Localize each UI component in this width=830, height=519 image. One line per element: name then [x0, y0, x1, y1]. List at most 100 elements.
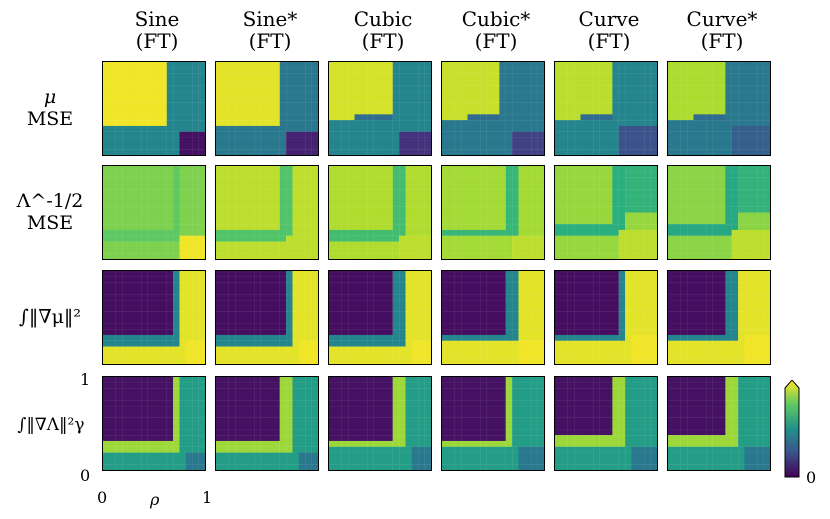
heatmap-pixel	[537, 206, 544, 213]
heatmap-pixel	[103, 435, 110, 442]
heatmap-pixel	[235, 149, 242, 155]
heatmap-svg-r1-c5	[668, 166, 770, 259]
heatmap-pixel	[222, 67, 229, 74]
heatmap-pixel	[606, 171, 613, 178]
heatmap-pixel	[706, 224, 713, 231]
heatmap-pixel	[216, 149, 223, 155]
heatmap-pixel	[228, 377, 236, 383]
heatmap-pixel	[763, 79, 770, 86]
heatmap-pixel	[399, 352, 406, 359]
heatmap-pixel	[260, 218, 268, 225]
heatmap-pixel	[103, 183, 110, 190]
heatmap-pixel	[680, 189, 688, 196]
heatmap-pixel	[305, 229, 312, 236]
heatmap-pixel	[380, 206, 387, 213]
heatmap-pixel	[216, 435, 223, 442]
heatmap-pixel	[567, 358, 575, 364]
heatmap-pixel	[160, 288, 167, 295]
heatmap-pixel	[247, 149, 255, 155]
heatmap-svg-r2-c3	[442, 271, 544, 364]
heatmap-pixel	[360, 73, 368, 80]
heatmap-pixel	[763, 108, 770, 115]
heatmap-pixel	[341, 271, 349, 277]
heatmap-pixel	[141, 394, 148, 401]
heatmap-pixel	[567, 323, 575, 330]
heatmap-pixel	[537, 229, 544, 236]
heatmap-pixel	[305, 358, 312, 364]
heatmap-pixel	[222, 440, 229, 447]
heatmap-pixel	[567, 329, 575, 336]
heatmap-pixel	[531, 271, 538, 277]
heatmap-pixel	[286, 276, 293, 283]
heatmap-pixel	[473, 300, 481, 306]
heatmap-pixel	[109, 440, 116, 447]
heatmap-pixel	[442, 247, 449, 254]
heatmap-pixel	[499, 67, 506, 74]
heatmap-pixel	[486, 143, 494, 150]
heatmap-pixel	[305, 323, 312, 330]
heatmap-pixel	[166, 229, 174, 236]
heatmap-pixel	[141, 189, 148, 196]
heatmap-pixel	[618, 323, 626, 330]
heatmap-pixel	[115, 317, 123, 324]
heatmap-pixel	[115, 358, 123, 364]
heatmap-pixel	[216, 300, 223, 306]
heatmap-pixel	[405, 85, 413, 92]
heatmap-pixel	[173, 271, 180, 277]
heatmap-pixel	[599, 300, 607, 306]
heatmap-pixel	[329, 329, 336, 336]
heatmap-pixel	[644, 149, 651, 155]
col-title-5-sub: (FT)	[700, 29, 744, 53]
heatmap-pixel	[763, 91, 770, 97]
heatmap-pixel	[738, 218, 745, 225]
heatmap-pixel	[154, 276, 161, 283]
heatmap-pixel	[531, 143, 538, 150]
heatmap-pixel	[757, 183, 764, 190]
heatmap-pixel	[311, 108, 318, 115]
heatmap-pixel	[260, 183, 268, 190]
heatmap-pixel	[311, 96, 318, 103]
heatmap-pixel	[631, 67, 639, 74]
heatmap-pixel	[179, 400, 187, 407]
heatmap-pixel	[693, 346, 701, 353]
heatmap-pixel	[512, 85, 519, 92]
heatmap-pixel	[537, 276, 544, 283]
heatmap-pixel	[467, 131, 475, 138]
heatmap-pixel	[512, 137, 519, 144]
heatmap-pixel	[668, 271, 675, 277]
heatmap-pixel	[461, 253, 468, 259]
heatmap-pixel	[706, 317, 713, 324]
heatmap-pixel	[329, 120, 336, 127]
heatmap-pixel	[292, 218, 300, 225]
heatmap-pixel	[531, 114, 538, 121]
heatmap-pixel	[128, 195, 136, 201]
heatmap-pixel	[216, 85, 223, 92]
heatmap-pixel	[599, 241, 607, 248]
heatmap-pixel	[260, 334, 268, 341]
heatmap-pixel	[179, 452, 187, 459]
heatmap-pixel	[405, 294, 413, 301]
heatmap-pixel	[103, 195, 110, 201]
heatmap-pixel	[185, 235, 193, 242]
heatmap-pixel	[267, 166, 274, 172]
heatmap-pixel	[141, 171, 148, 178]
heatmap-pixel	[561, 358, 568, 364]
heatmap-pixel	[650, 329, 657, 336]
heatmap-pixel	[329, 317, 336, 324]
heatmap-pixel	[518, 96, 526, 103]
heatmap-pixel	[693, 358, 701, 364]
heatmap-pixel	[719, 311, 726, 318]
heatmap-pixel	[680, 73, 688, 80]
heatmap-pixel	[311, 85, 318, 92]
heatmap-svg-r0-c5	[668, 62, 770, 155]
heatmap-pixel	[192, 440, 199, 447]
heatmap-pixel	[392, 143, 400, 150]
heatmap-pixel	[738, 346, 745, 353]
heatmap-pixel	[480, 79, 487, 86]
heatmap-pixel	[493, 183, 500, 190]
heatmap-pixel	[606, 218, 613, 225]
heatmap-pixel	[493, 253, 500, 259]
heatmap-pixel	[115, 200, 123, 207]
heatmap-pixel	[260, 62, 268, 68]
heatmap-pixel	[235, 271, 242, 277]
